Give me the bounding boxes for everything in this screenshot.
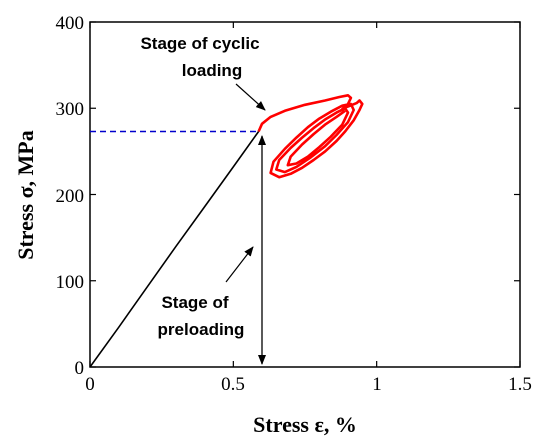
y-tick-label-4: 400: [56, 13, 85, 34]
x-axis-title: Stress ε, %: [253, 412, 357, 437]
y-tick-label-3: 300: [56, 99, 85, 120]
x-tick-label-1: 0.5: [221, 374, 245, 395]
tick-labels: 0 0.5 1 1.5 0 100 200 300 400: [56, 13, 532, 395]
x-tick-label-2: 1: [372, 374, 382, 395]
annotation-cyclic-arrow: [235, 83, 266, 111]
annotation-preloading-line-1: Stage of: [161, 293, 228, 312]
annotation-cyclic-line-2: loading: [182, 61, 242, 80]
plot-frame: [89, 21, 521, 368]
x-tick-label-0: 0: [85, 374, 95, 395]
y-tick-label-0: 0: [75, 358, 85, 379]
annotation-preloading-line-2: preloading: [158, 320, 245, 339]
axis-ticks: [89, 21, 521, 368]
x-tick-label-3: 1.5: [508, 374, 532, 395]
series-line-elastic: [89, 131, 260, 368]
y-tick-label-1: 100: [56, 272, 85, 293]
series-line-cyclic: [257, 94, 364, 179]
y-axis-title: Stress σ, MPa: [13, 130, 38, 260]
annotation-cyclic-line-1: Stage of cyclic: [140, 34, 259, 53]
y-tick-label-2: 200: [56, 186, 85, 207]
annotation-preloading-arrow: [225, 246, 254, 283]
